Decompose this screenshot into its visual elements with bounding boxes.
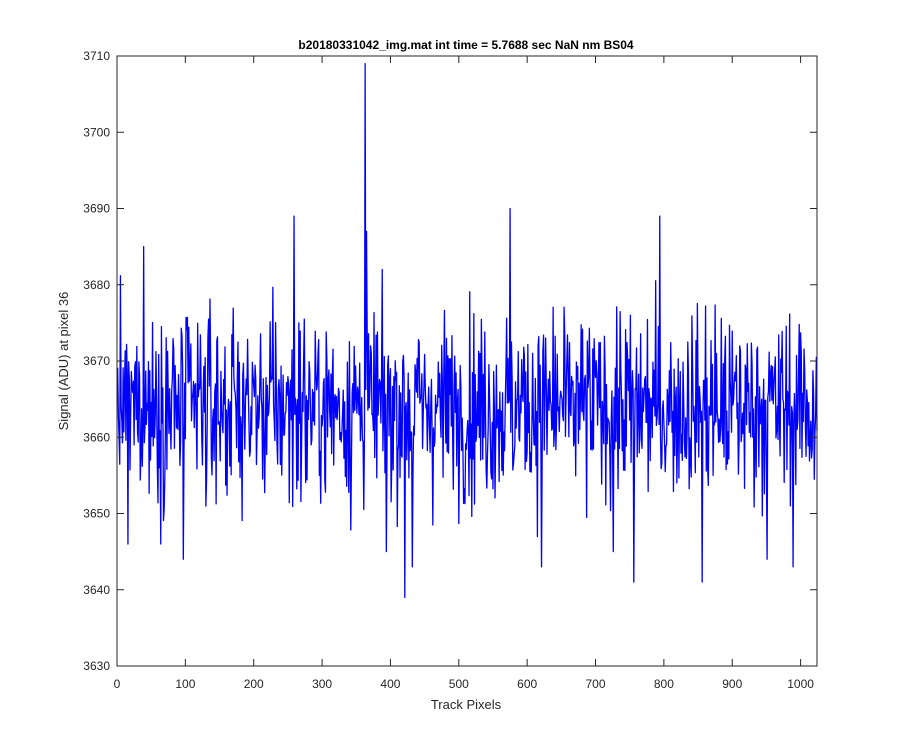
y-ticks: 3630 3640 3650 3660 3670 3680 3690 3700 3710 bbox=[83, 49, 817, 673]
x-tick-label: 300 bbox=[312, 677, 332, 691]
x-tick-label: 900 bbox=[722, 677, 742, 691]
x-tick-label: 500 bbox=[449, 677, 469, 691]
x-tick-label: 0 bbox=[114, 677, 121, 691]
y-tick-label: 3700 bbox=[83, 125, 110, 139]
y-tick-label: 3690 bbox=[83, 202, 110, 216]
x-tick-label: 200 bbox=[244, 677, 264, 691]
y-axis-label: Signal (ADU) at pixel 36 bbox=[56, 292, 71, 431]
y-tick-label: 3650 bbox=[83, 507, 110, 521]
chart-title: b20180331042_img.mat int time = 5.7688 s… bbox=[298, 38, 634, 52]
y-tick-label: 3670 bbox=[83, 354, 110, 368]
x-tick-label: 700 bbox=[586, 677, 606, 691]
x-tick-label: 600 bbox=[517, 677, 537, 691]
y-tick-label: 3640 bbox=[83, 583, 110, 597]
y-tick-label: 3680 bbox=[83, 278, 110, 292]
x-tick-label: 1000 bbox=[787, 677, 814, 691]
x-tick-label: 400 bbox=[380, 677, 400, 691]
x-axis-label: Track Pixels bbox=[431, 697, 502, 712]
signal-series-line bbox=[117, 62, 818, 599]
series-layer bbox=[117, 62, 818, 599]
y-tick-label: 3710 bbox=[83, 49, 110, 63]
x-ticks: 0 100 200 300 400 500 600 700 800 900 1000 bbox=[114, 56, 814, 691]
y-tick-label: 3630 bbox=[83, 659, 110, 673]
x-tick-label: 800 bbox=[654, 677, 674, 691]
plot-area bbox=[117, 56, 817, 666]
y-tick-label: 3660 bbox=[83, 430, 110, 444]
x-tick-label: 100 bbox=[175, 677, 195, 691]
